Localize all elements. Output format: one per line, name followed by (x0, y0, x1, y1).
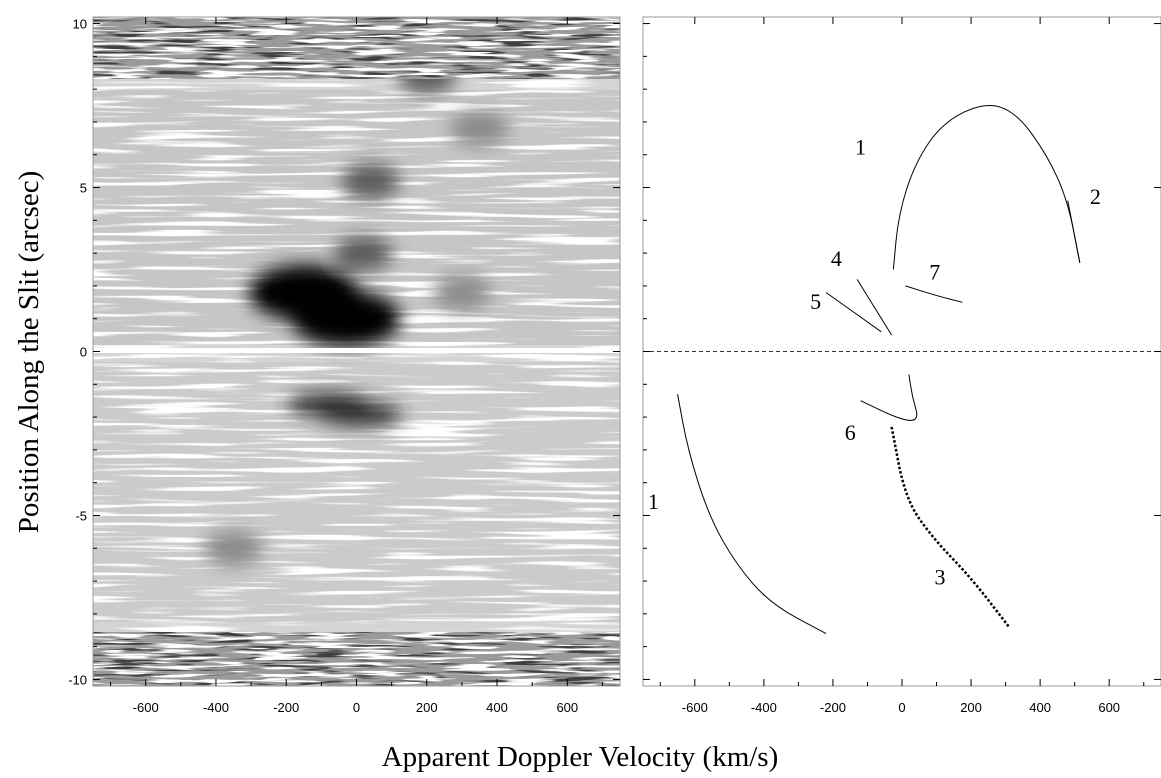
x-tick-label: 400 (486, 700, 508, 715)
y-tick-label: 5 (80, 181, 87, 196)
y-axis-label: Position Along the Slit (arcsec) (13, 171, 45, 533)
emission-blob-8 (203, 530, 264, 567)
curve-label-5: 5 (810, 289, 821, 314)
x-tick-label: -600 (133, 700, 159, 715)
y-tick-label: -5 (75, 508, 87, 523)
emission-blob-7 (449, 110, 510, 147)
center-gap-line (93, 348, 620, 353)
top-noise-white (93, 17, 620, 79)
curve-2-1 (1067, 200, 1081, 264)
x-tick-label: 600 (556, 700, 578, 715)
x-tick-label: 200 (960, 700, 982, 715)
left-axis-ticks: -600 -400 -200 0 200 400 600 10 5 0 -5 -10 (68, 17, 620, 715)
right-axis-ticks: -600 -400 -200 0 200 400 600 (643, 17, 1161, 715)
curve-label-3: 3 (934, 564, 945, 589)
curve-label-2: 2 (1090, 184, 1101, 209)
x-tick-label: 0 (353, 700, 360, 715)
curve-label-6: 6 (845, 420, 856, 445)
x-tick-label: -200 (273, 700, 299, 715)
curve-1-0 (892, 105, 1081, 270)
x-tick-label: 600 (1098, 700, 1120, 715)
curve-label-1: 1 (855, 135, 866, 160)
x-tick-label: 200 (416, 700, 438, 715)
y-tick-label: 10 (73, 17, 87, 32)
y-tick-label: -10 (68, 672, 87, 687)
bottom-noise-white (93, 632, 620, 686)
curve-label-4: 4 (831, 246, 842, 271)
emission-blob-5 (340, 162, 401, 199)
curve-3-3 (890, 426, 1011, 628)
emission-blob-9 (431, 274, 492, 311)
emission-blob-3 (318, 401, 403, 426)
y-tick-label: 0 (80, 345, 87, 360)
curve-labels: 1 2 1 3 45 6 7 (648, 135, 1101, 590)
x-tick-label: -400 (751, 700, 777, 715)
x-tick-label: -200 (820, 700, 846, 715)
curve-label-1: 1 (648, 489, 659, 514)
curve-4-4 (856, 279, 893, 336)
emission-blob-4 (333, 235, 394, 272)
curve-1-2 (677, 394, 827, 634)
emission-blob-1 (290, 290, 401, 347)
x-axis-label: Apparent Doppler Velocity (km/s) (382, 741, 779, 773)
curve-5-5 (825, 292, 882, 333)
x-tick-label: 0 (898, 700, 905, 715)
x-tick-label: -400 (203, 700, 229, 715)
velocity-curves (677, 105, 1081, 634)
curve-6-6 (860, 374, 918, 421)
right-panel: 1 2 1 3 45 6 7 (642, 16, 1161, 687)
curve-7-7 (905, 285, 963, 303)
x-tick-label: -600 (682, 700, 708, 715)
x-tick-label: 400 (1029, 700, 1051, 715)
left-panel (93, 17, 620, 686)
curve-label-7: 7 (929, 259, 940, 284)
